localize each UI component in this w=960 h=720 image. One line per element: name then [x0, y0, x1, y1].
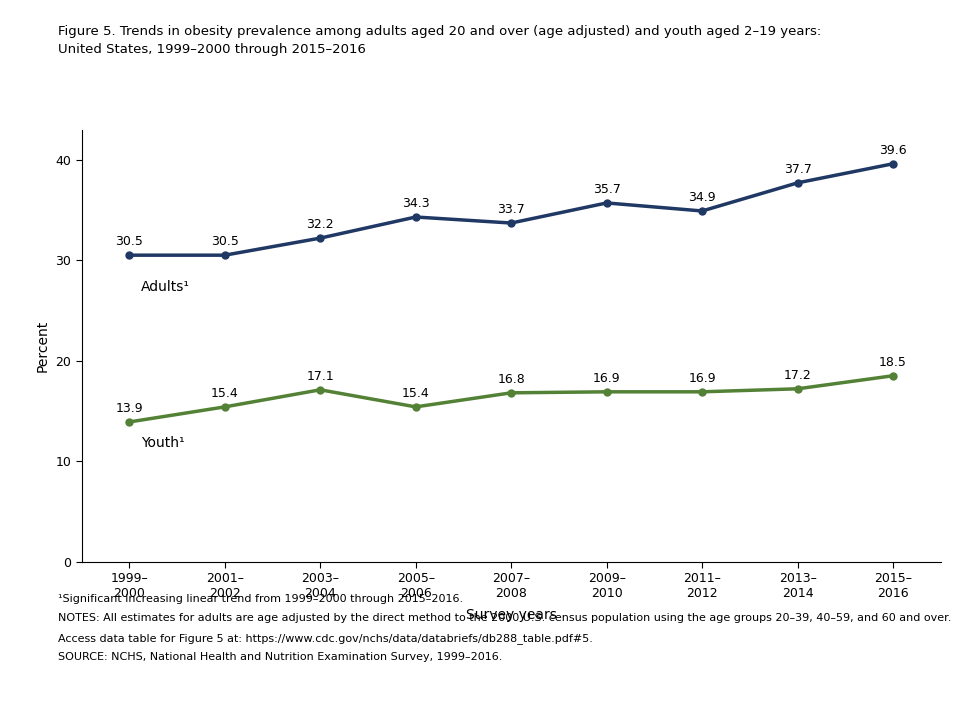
- Text: 13.9: 13.9: [115, 402, 143, 415]
- Text: 15.4: 15.4: [211, 387, 239, 400]
- X-axis label: Survey years: Survey years: [466, 608, 557, 622]
- Text: 30.5: 30.5: [115, 235, 143, 248]
- Text: 32.2: 32.2: [306, 218, 334, 231]
- Text: 30.5: 30.5: [211, 235, 239, 248]
- Text: 16.9: 16.9: [593, 372, 620, 385]
- Text: NOTES: All estimates for adults are age adjusted by the direct method to the 200: NOTES: All estimates for adults are age …: [58, 613, 951, 624]
- Text: 35.7: 35.7: [592, 183, 620, 196]
- Y-axis label: Percent: Percent: [36, 320, 50, 372]
- Text: ¹Significant increasing linear trend from 1999–2000 through 2015–2016.: ¹Significant increasing linear trend fro…: [58, 594, 463, 604]
- Text: 34.3: 34.3: [402, 197, 429, 210]
- Text: Access data table for Figure 5 at: https://www.cdc.gov/nchs/data/databriefs/db28: Access data table for Figure 5 at: https…: [58, 633, 592, 644]
- Text: 17.1: 17.1: [306, 370, 334, 383]
- Text: 16.8: 16.8: [497, 373, 525, 386]
- Text: United States, 1999–2000 through 2015–2016: United States, 1999–2000 through 2015–20…: [58, 43, 366, 56]
- Text: 33.7: 33.7: [497, 203, 525, 216]
- Text: Figure 5. Trends in obesity prevalence among adults aged 20 and over (age adjust: Figure 5. Trends in obesity prevalence a…: [58, 25, 821, 38]
- Text: SOURCE: NCHS, National Health and Nutrition Examination Survey, 1999–2016.: SOURCE: NCHS, National Health and Nutrit…: [58, 652, 502, 662]
- Text: 17.2: 17.2: [783, 369, 811, 382]
- Text: Youth¹: Youth¹: [141, 436, 184, 450]
- Text: 39.6: 39.6: [879, 144, 907, 157]
- Text: 16.9: 16.9: [688, 372, 716, 385]
- Text: 34.9: 34.9: [688, 191, 716, 204]
- Text: 18.5: 18.5: [879, 356, 907, 369]
- Text: 15.4: 15.4: [402, 387, 430, 400]
- Text: 37.7: 37.7: [783, 163, 811, 176]
- Text: Adults¹: Adults¹: [141, 280, 190, 294]
